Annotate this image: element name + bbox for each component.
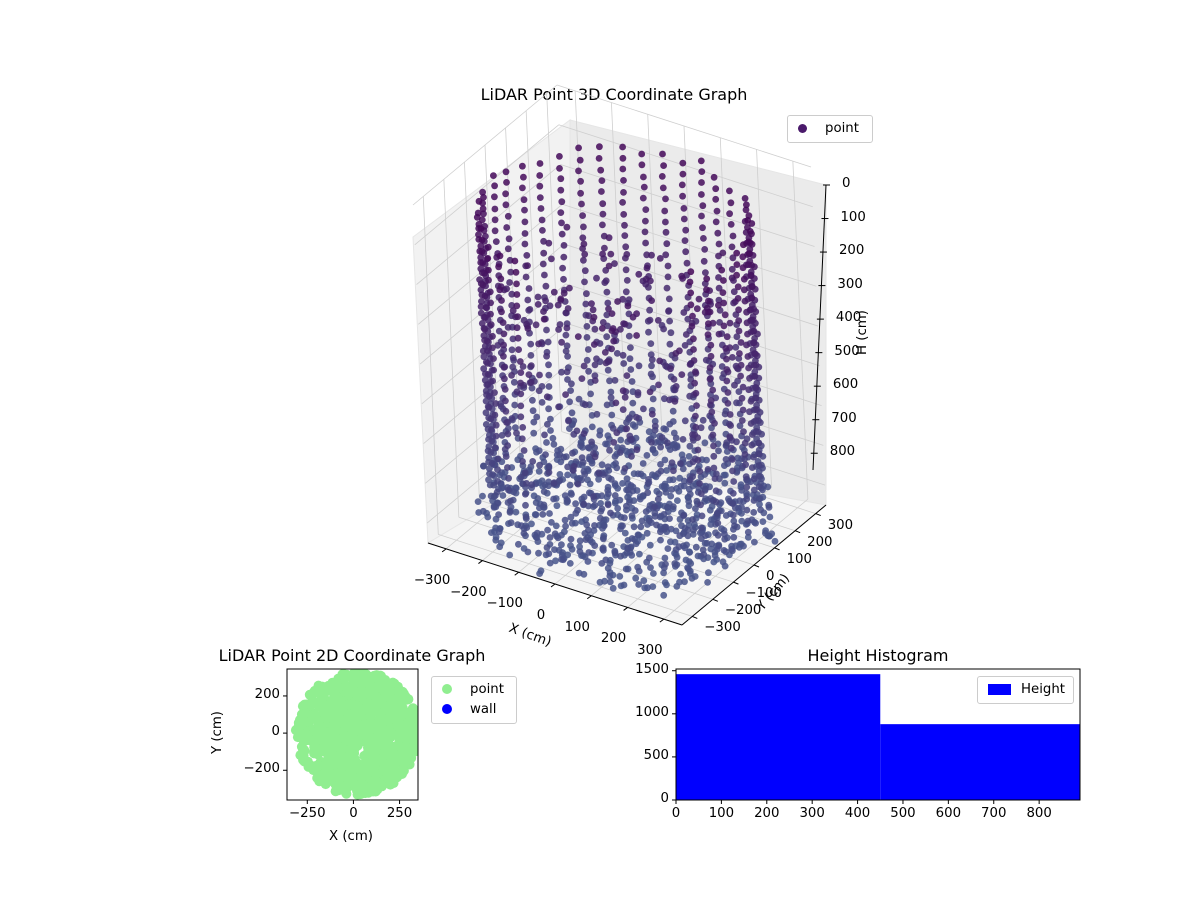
legend-label-wall: wall xyxy=(470,701,497,717)
y-tick-label-hist: 1500 xyxy=(635,661,669,677)
y-tick-label-2d: 0 xyxy=(271,724,280,740)
z-tick-label: 0 xyxy=(842,176,851,191)
x-tick-label: 300 xyxy=(637,643,663,659)
legend-marker-point xyxy=(798,123,807,133)
hist-bars xyxy=(676,674,1080,800)
z-tick-label: 300 xyxy=(837,276,863,292)
x-tick-label: −100 xyxy=(486,596,523,612)
x-tick-label-hist: 200 xyxy=(754,806,780,821)
y-tick-label-hist: 0 xyxy=(660,791,669,806)
hist-legend: Height xyxy=(977,676,1074,704)
z-tick-label: 600 xyxy=(832,377,859,393)
z-tick-label: 700 xyxy=(831,410,857,426)
legend-label-point: point xyxy=(825,120,859,136)
y-tick-label-2d: −200 xyxy=(243,761,280,777)
legend-marker-point xyxy=(442,684,452,694)
x-tick-label-hist: 800 xyxy=(1026,806,1052,821)
hist-title: Height Histogram xyxy=(807,646,949,665)
x-tick-label: −300 xyxy=(413,572,451,588)
plot2d-title: LiDAR Point 2D Coordinate Graph xyxy=(218,646,486,665)
x-tick-label-hist: 500 xyxy=(890,806,916,821)
y-tick-label: 200 xyxy=(807,534,833,550)
y-tick-label-hist: 500 xyxy=(643,747,669,763)
x-tick-label-2d: 0 xyxy=(349,806,358,821)
x-tick-label-2d: 250 xyxy=(386,806,413,821)
legend-label-point: point xyxy=(470,681,504,697)
z-tick-label: 800 xyxy=(829,444,856,460)
x-axis-label-2d: X (cm) xyxy=(329,829,373,844)
x-tick-label-hist: 400 xyxy=(844,806,871,821)
legend-marker-wall xyxy=(442,704,452,714)
x-tick-label: 100 xyxy=(564,619,590,635)
y-tick-label: −100 xyxy=(745,586,782,602)
plot2d-frame xyxy=(286,668,419,801)
x-tick-label-hist: 600 xyxy=(935,806,962,821)
y-tick-label: 100 xyxy=(786,551,812,567)
z-tick-label: 100 xyxy=(840,209,866,225)
plot3d-legend: point xyxy=(787,115,873,143)
x-tick-label: 0 xyxy=(536,608,546,623)
y-tick-label: 0 xyxy=(766,569,775,584)
legend-label-height: Height xyxy=(1021,681,1065,697)
scatter-points xyxy=(473,143,779,599)
y-tick-label: −300 xyxy=(704,620,741,636)
y-tick-label-hist: 1000 xyxy=(635,704,669,720)
legend-patch-height xyxy=(988,683,1012,695)
z-tick-label: 500 xyxy=(834,343,860,359)
plot2d-legend: point wall xyxy=(431,676,517,724)
plot2d-points xyxy=(290,669,418,800)
x-tick-label-hist: 700 xyxy=(981,806,1007,821)
x-tick-label-2d: −250 xyxy=(289,806,326,821)
z-tick-label: 200 xyxy=(838,243,865,259)
y-tick-label-2d: 200 xyxy=(254,686,280,702)
x-tick-label-hist: 300 xyxy=(799,806,825,821)
x-tick-label-hist: 0 xyxy=(671,806,681,821)
y-tick-label: −200 xyxy=(724,603,762,619)
axis-ticks xyxy=(441,184,830,623)
hist-frame xyxy=(675,668,1081,801)
x-tick-label: −200 xyxy=(450,584,487,600)
x-tick-label: 200 xyxy=(600,631,627,647)
y-tick-label: 300 xyxy=(827,517,854,533)
x-tick-label-hist: 100 xyxy=(708,806,735,821)
z-axis-line xyxy=(812,184,827,471)
z-tick-label: 400 xyxy=(835,310,862,326)
